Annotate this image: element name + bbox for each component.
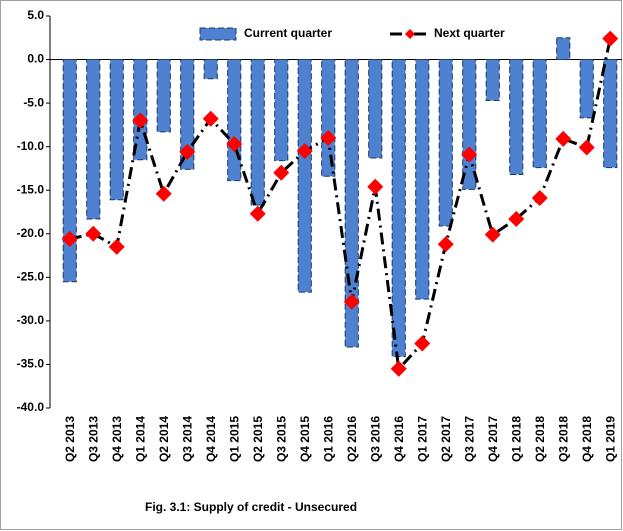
x-tick-label: Q2 2013 (63, 416, 77, 462)
marker (484, 226, 501, 243)
marker (273, 164, 290, 181)
legend-marker (405, 29, 415, 39)
bar (227, 59, 242, 182)
legend-label: Current quarter (244, 26, 332, 40)
x-tick-label: Q2 2018 (533, 416, 547, 462)
bar (556, 37, 571, 61)
y-tick-label: -10.0 (17, 139, 45, 153)
y-tick-label: -30.0 (17, 313, 45, 327)
marker (602, 30, 619, 47)
marker (61, 231, 78, 248)
marker (226, 136, 243, 153)
x-tick-label: Q2 2016 (345, 416, 359, 462)
bar (297, 59, 312, 293)
x-tick-label: Q4 2015 (298, 416, 312, 462)
bar (109, 59, 124, 201)
marker (85, 225, 102, 242)
bar (415, 59, 430, 300)
bar (485, 59, 500, 101)
y-tick-label: -40.0 (17, 400, 45, 414)
x-tick-label: Q4 2017 (486, 416, 500, 462)
x-tick-label: Q1 2015 (227, 416, 241, 462)
x-tick-label: Q3 2016 (368, 416, 382, 462)
y-tick-label: -5.0 (23, 95, 44, 109)
marker (390, 360, 407, 377)
y-tick-label: 5.0 (27, 8, 44, 22)
marker (179, 143, 196, 160)
marker (461, 146, 478, 163)
y-tick-label: -20.0 (17, 226, 45, 240)
bar (156, 59, 171, 133)
marker (155, 185, 172, 202)
marker (578, 139, 595, 156)
x-tick-label: Q1 2017 (415, 416, 429, 462)
bar (462, 59, 477, 190)
marker (555, 130, 572, 147)
marker (508, 210, 525, 227)
marker (249, 205, 266, 222)
marker (367, 178, 384, 195)
x-tick-label: Q1 2014 (133, 416, 147, 462)
marker (202, 110, 219, 127)
x-tick-label: Q3 2017 (462, 416, 476, 462)
bar (391, 59, 406, 358)
y-tick-label: 0.0 (27, 52, 44, 66)
marker (108, 238, 125, 255)
bar (62, 59, 77, 283)
x-tick-label: Q3 2013 (86, 416, 100, 462)
bar (603, 59, 618, 169)
bar (86, 59, 101, 220)
x-tick-label: Q1 2016 (321, 416, 335, 462)
y-tick-label: -15.0 (17, 182, 45, 196)
x-tick-label: Q3 2015 (274, 416, 288, 462)
x-tick-label: Q4 2014 (204, 416, 218, 462)
x-tick-label: Q1 2019 (603, 416, 617, 462)
bar (509, 59, 524, 176)
marker (414, 335, 431, 352)
marker (343, 293, 360, 310)
marker (531, 190, 548, 207)
marker (437, 236, 454, 253)
x-tick-label: Q2 2017 (439, 416, 453, 462)
x-tick-label: Q3 2018 (556, 416, 570, 462)
bar (180, 59, 195, 170)
x-tick-label: Q1 2018 (509, 416, 523, 462)
bar (438, 59, 453, 227)
legend-swatch (199, 27, 237, 41)
legend-label: Next quarter (434, 26, 505, 40)
x-tick-label: Q4 2016 (392, 416, 406, 462)
bar (250, 59, 265, 206)
marker (320, 129, 337, 146)
x-tick-label: Q2 2015 (251, 416, 265, 462)
x-tick-label: Q2 2014 (157, 416, 171, 462)
x-tick-label: Q3 2014 (180, 416, 194, 462)
x-tick-label: Q4 2013 (110, 416, 124, 462)
bar (203, 59, 218, 80)
bar (321, 59, 336, 177)
y-tick-label: -25.0 (17, 270, 45, 284)
bar (368, 59, 383, 159)
bar (274, 59, 289, 162)
y-tick-label: -35.0 (17, 357, 45, 371)
marker (132, 112, 149, 129)
bar (579, 59, 594, 119)
bar (532, 59, 547, 169)
marker (296, 143, 313, 160)
x-tick-label: Q4 2018 (580, 416, 594, 462)
caption: Fig. 3.1: Supply of credit - Unsecured (145, 500, 357, 514)
